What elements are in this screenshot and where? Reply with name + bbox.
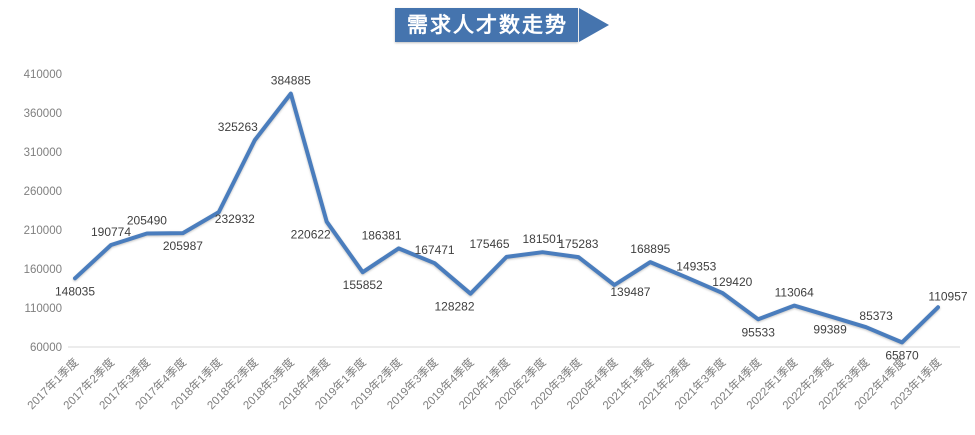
y-axis-tick-label: 60000 [30,342,62,354]
data-point-label: 181501 [522,232,562,246]
banner-arrow-icon [579,8,609,42]
y-axis-tick-label: 360000 [24,108,62,120]
data-point-label: 149353 [676,259,716,273]
data-point-label: 110957 [928,289,967,303]
data-point-label: 384885 [271,74,311,88]
data-point-label: 168895 [630,242,670,256]
y-axis-tick-label: 210000 [24,225,62,237]
data-point-label: 175283 [558,237,598,251]
chart-title: 需求人才数走势 [395,8,578,42]
data-point-label: 220622 [291,228,331,242]
data-point-label: 139487 [610,285,650,299]
data-point-label: 155852 [343,278,383,292]
data-point-label: 65870 [885,348,919,362]
chart-title-banner: 需求人才数走势 [395,8,609,42]
data-point-label: 85373 [859,309,893,323]
data-point-label: 205987 [163,239,203,253]
trend-line [73,91,940,345]
data-point-label: 148035 [55,284,95,298]
data-point-label: 190774 [91,225,131,239]
data-point-label: 232932 [215,212,255,226]
y-axis-tick-labels: 410000 360000 310000 260000 210000 160000 1100… [24,69,62,354]
x-axis-tick-labels: 2017年1季度2017年2季度2017年3季度2017年4季度2018年1季度… [24,355,944,412]
y-axis-tick-label: 410000 [24,69,62,81]
data-point-label: 167471 [415,243,455,257]
data-point-label: 113064 [775,286,814,300]
data-point-label: 186381 [362,228,402,242]
data-point-label: 99389 [813,322,847,336]
data-point-label: 129420 [712,275,752,289]
y-axis-tick-label: 310000 [24,147,62,159]
data-point-label: 325263 [218,120,258,134]
y-axis-tick-label: 110000 [24,303,62,315]
y-axis-tick-label: 160000 [24,264,62,276]
trend-line-series [73,91,940,345]
data-point-label: 175465 [469,237,509,251]
data-point-label: 205490 [127,214,167,228]
data-point-label: 95533 [742,325,776,339]
y-axis-tick-label: 260000 [24,186,62,198]
data-point-label: 128282 [434,300,474,314]
